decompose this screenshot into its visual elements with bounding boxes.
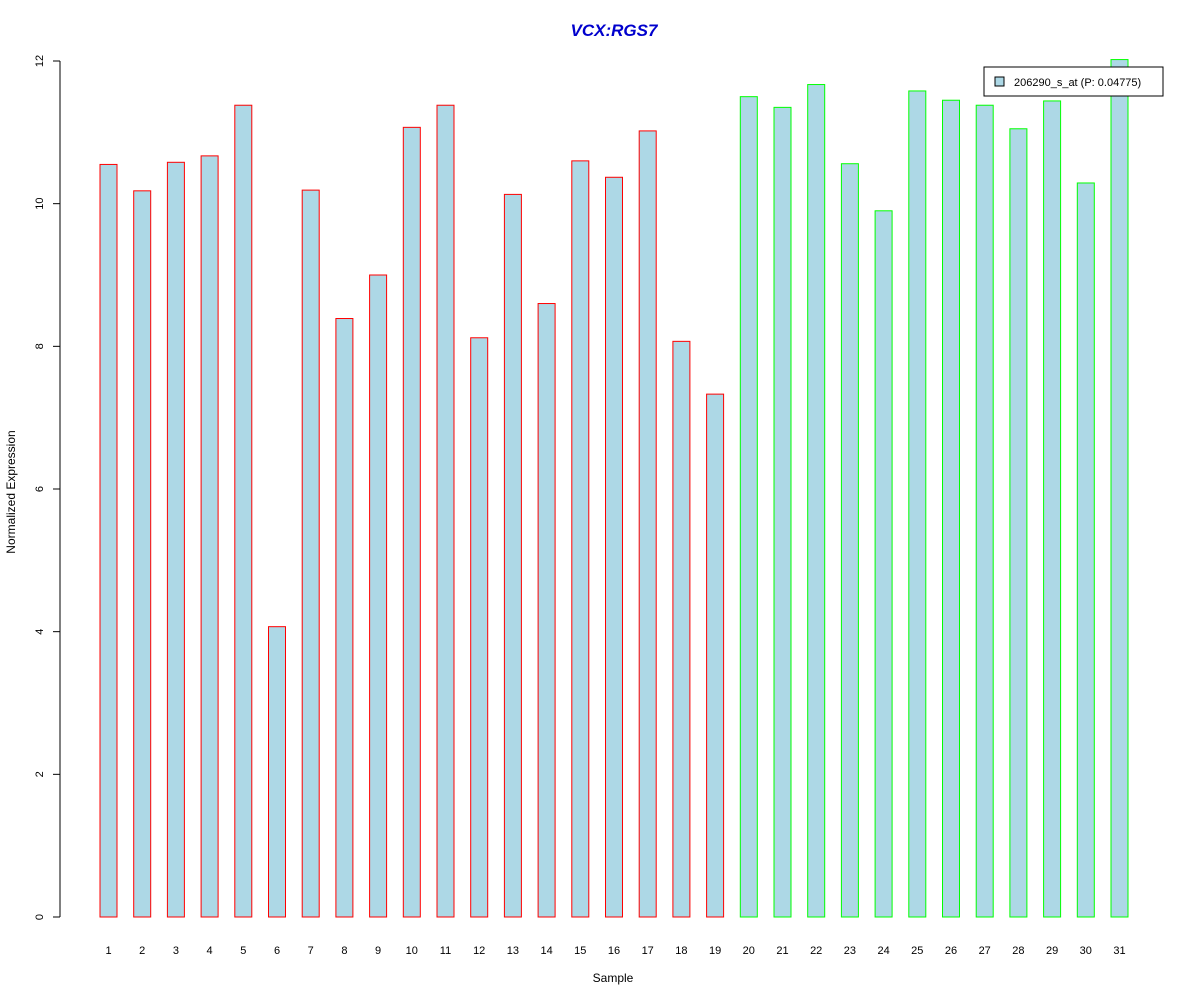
bar xyxy=(503,193,522,918)
bar xyxy=(268,626,286,918)
chart-title: VCX:RGS7 xyxy=(571,21,659,40)
x-tick-label: 29 xyxy=(1046,945,1058,957)
x-tick-label: 21 xyxy=(776,945,788,957)
x-tick-label: 18 xyxy=(675,945,687,957)
bars xyxy=(99,59,1129,918)
y-axis-label: Normalized Expression xyxy=(4,430,18,553)
bar xyxy=(301,189,320,918)
bar xyxy=(975,104,994,918)
x-tick-label: 10 xyxy=(406,945,418,957)
x-tick-label: 27 xyxy=(979,945,991,957)
x-tick-label: 15 xyxy=(574,945,586,957)
x-tick-label: 28 xyxy=(1012,945,1024,957)
bar xyxy=(133,190,152,918)
legend-swatch xyxy=(994,76,1005,87)
bar xyxy=(638,130,657,918)
bar xyxy=(1076,182,1095,918)
bar xyxy=(335,318,354,918)
legend-entry: 206290_s_at (P: 0.04775) xyxy=(1014,77,1141,89)
x-tick-label: 2 xyxy=(139,945,145,957)
bar xyxy=(942,99,960,918)
x-tick-label: 14 xyxy=(540,945,552,957)
bar xyxy=(436,104,455,918)
x-tick-label: 9 xyxy=(375,945,381,957)
bar xyxy=(672,340,691,918)
bar xyxy=(706,393,725,918)
y-tick-label: 10 xyxy=(34,198,46,210)
legend-box xyxy=(983,66,1164,97)
x-tick-label: 5 xyxy=(240,945,246,957)
x-tick-label: 1 xyxy=(105,945,111,957)
x-tick-label: 8 xyxy=(341,945,347,957)
x-tick-label: 13 xyxy=(507,945,519,957)
x-tick-label: 3 xyxy=(173,945,179,957)
y-tick-label: 8 xyxy=(34,343,46,349)
x-tick-labels: 1 2 3 4 5 6 7 8 9 10 11 12 13 14 15 16 17 18 19 20 21 22 23 24 2… xyxy=(105,945,1125,957)
x-tick-label: 6 xyxy=(274,945,280,957)
bar xyxy=(605,176,623,918)
x-tick-label: 16 xyxy=(608,945,620,957)
x-tick-label: 7 xyxy=(308,945,314,957)
x-tick-label: 30 xyxy=(1080,945,1092,957)
x-tick-label: 20 xyxy=(743,945,755,957)
bar xyxy=(773,106,792,918)
bar xyxy=(1110,59,1129,918)
bar xyxy=(166,161,185,918)
y-tick-label: 2 xyxy=(34,771,46,777)
x-tick-label: 31 xyxy=(1113,945,1125,957)
x-tick-label: 19 xyxy=(709,945,721,957)
bar xyxy=(537,303,556,918)
x-tick-label: 11 xyxy=(440,945,451,957)
y-tick-label: 4 xyxy=(34,629,46,635)
x-tick-label: 4 xyxy=(207,945,213,957)
y-tick-label: 12 xyxy=(34,55,46,67)
x-tick-label: 22 xyxy=(810,945,822,957)
bar xyxy=(200,155,219,918)
bar xyxy=(874,210,893,918)
x-tick-label: 25 xyxy=(911,945,923,957)
bar xyxy=(739,96,758,918)
legend: 206290_s_at (P: 0.04775) xyxy=(983,66,1164,97)
bar xyxy=(234,104,253,918)
bar xyxy=(369,274,388,918)
x-axis-label: Sample xyxy=(593,971,634,985)
x-tick-label: 26 xyxy=(945,945,957,957)
bar xyxy=(908,90,927,918)
bar xyxy=(99,163,118,918)
x-tick-label: 12 xyxy=(473,945,485,957)
bar xyxy=(571,160,590,918)
x-tick-label: 17 xyxy=(642,945,654,957)
x-tick-label: 24 xyxy=(877,945,889,957)
bar xyxy=(807,84,826,918)
y-tick-label: 0 xyxy=(34,914,46,920)
bar xyxy=(1043,100,1062,918)
y-axis: 0 2 4 6 8 10 12 xyxy=(34,55,61,920)
bar xyxy=(1009,128,1028,918)
x-tick-label: 23 xyxy=(844,945,856,957)
bar xyxy=(470,337,489,918)
bar xyxy=(402,126,421,918)
bar xyxy=(840,163,859,918)
y-tick-label: 6 xyxy=(34,486,46,492)
